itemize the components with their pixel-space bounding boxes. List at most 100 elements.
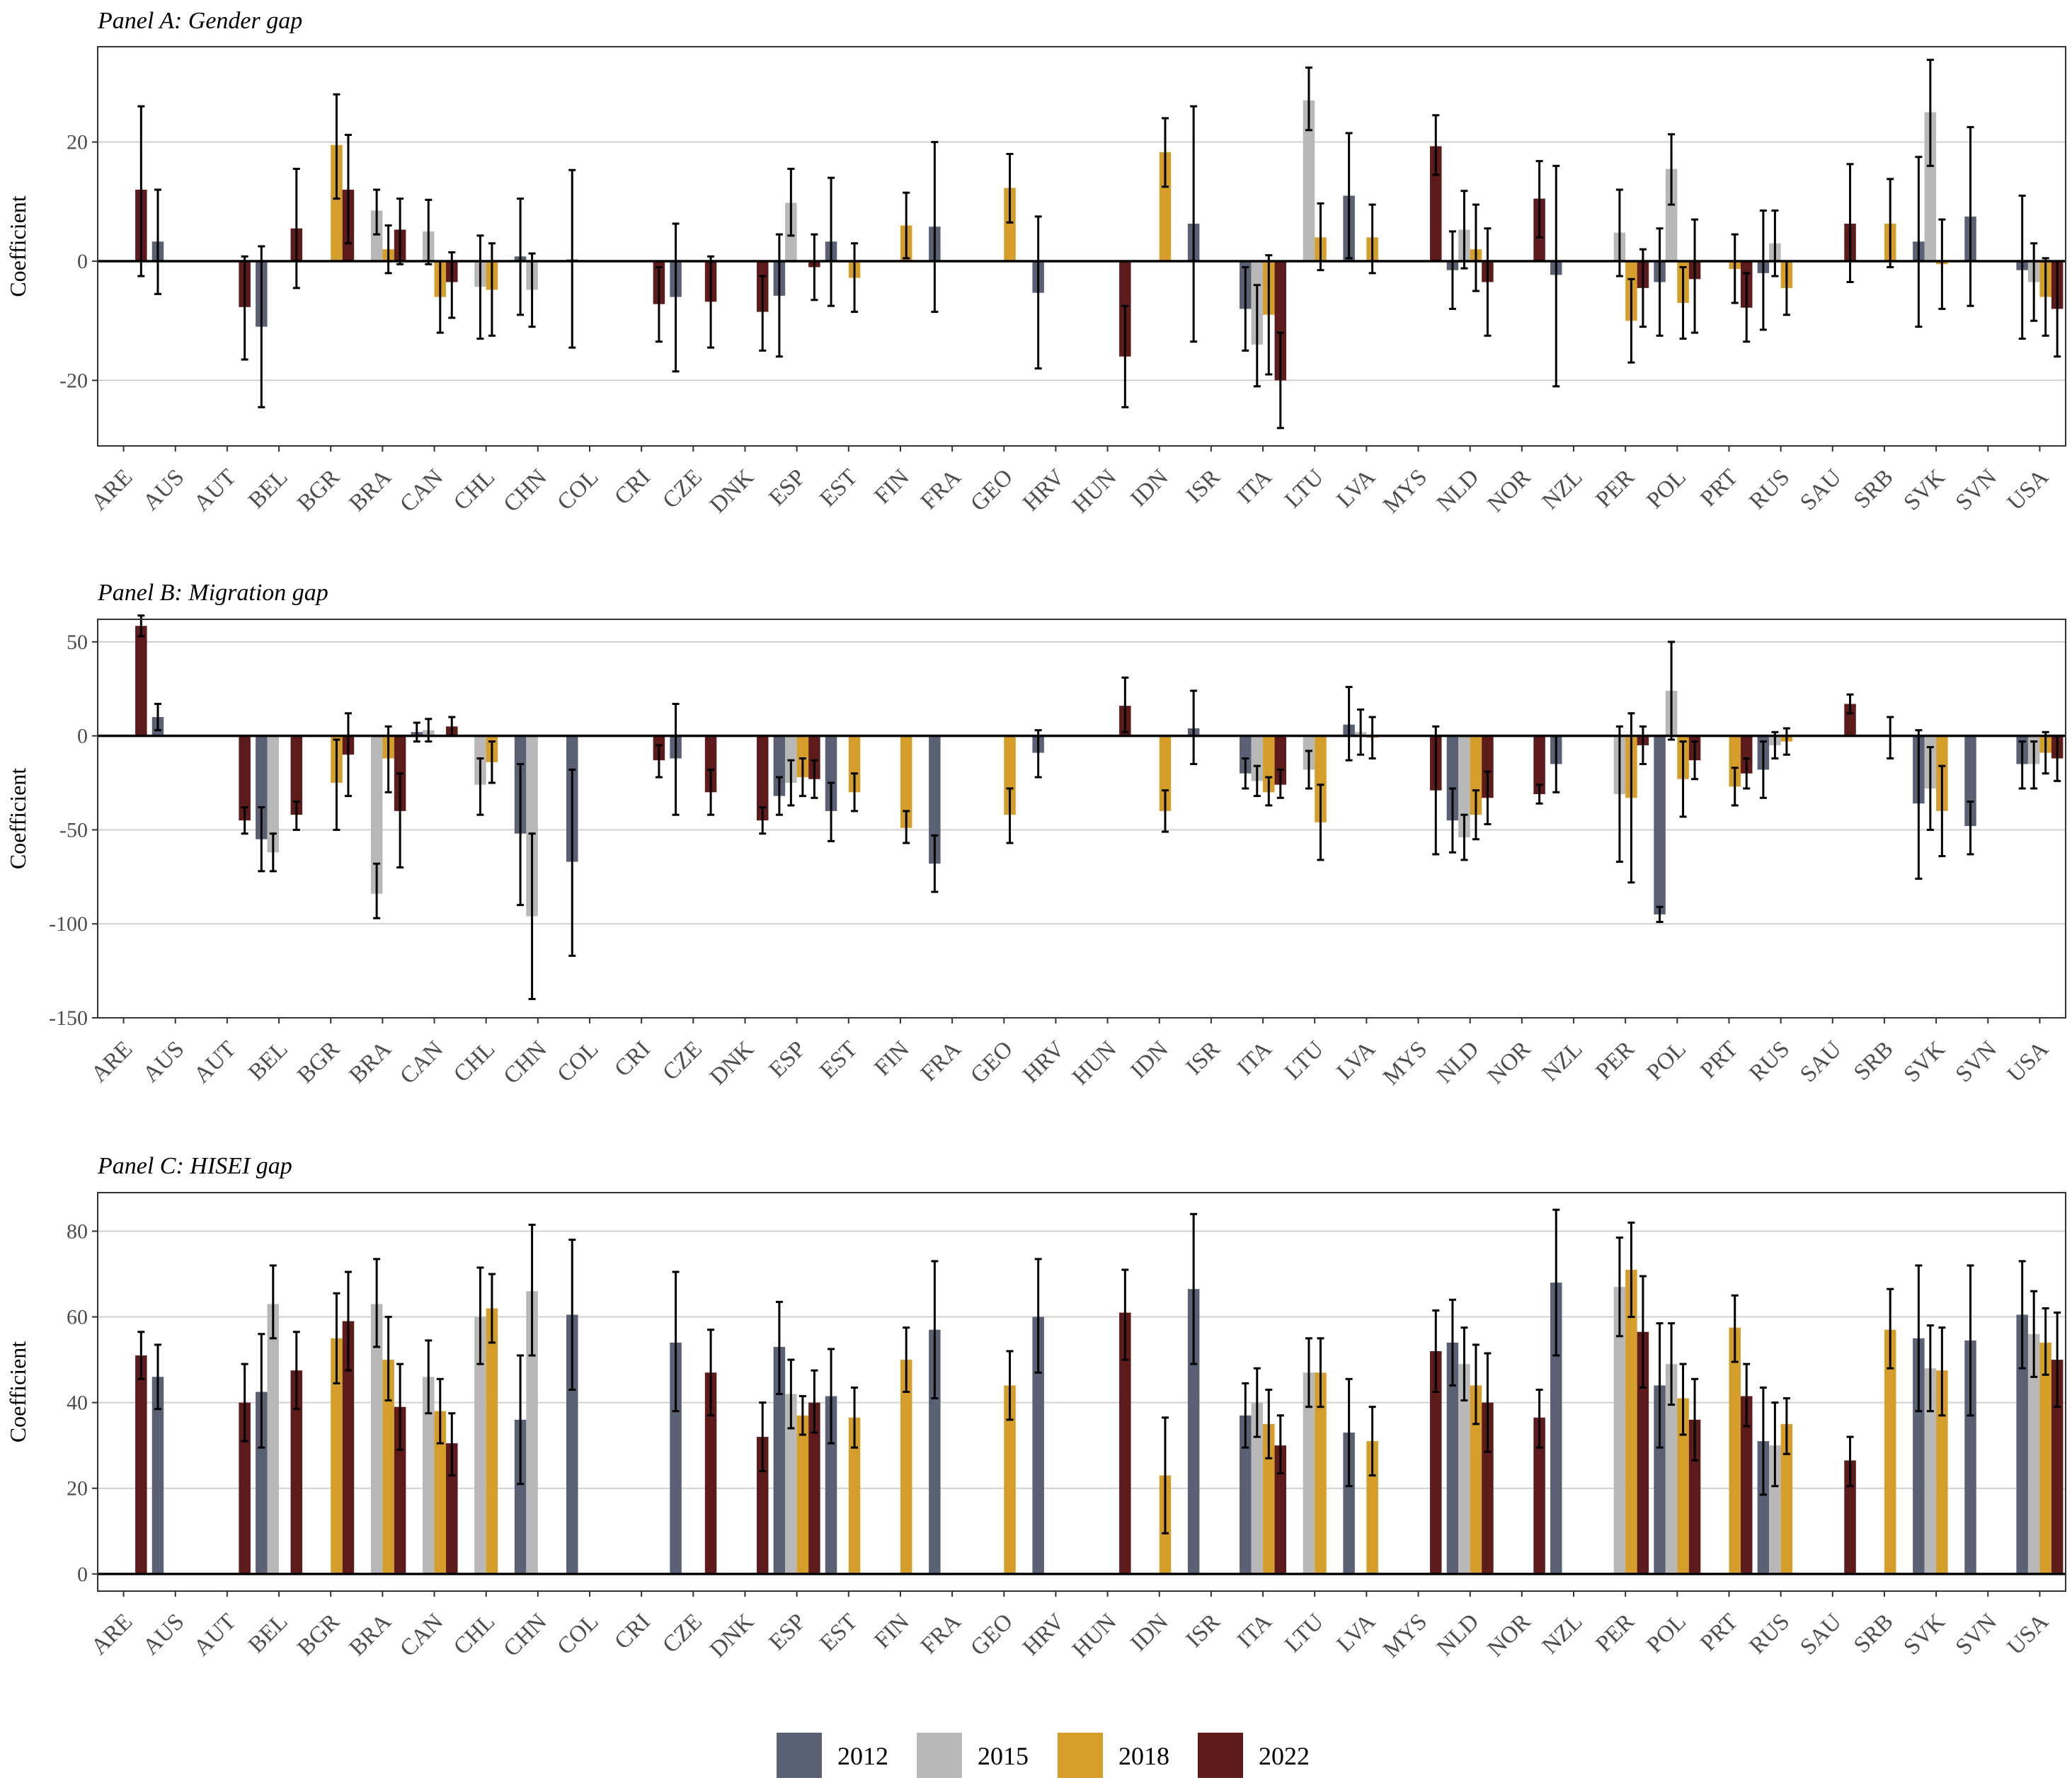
panel-title: Panel A: Gender gap [97, 8, 302, 34]
bar-ITA-2022 [1274, 735, 1287, 785]
legend-label-2015: 2015 [978, 1742, 1029, 1770]
x-tick-label: CHN [499, 1609, 552, 1662]
error-bar-COL-2012 [568, 768, 576, 957]
error-bar-CAN-2015 [425, 1339, 433, 1415]
error-bar-EST-2018 [851, 242, 859, 314]
y-tick-label: 20 [67, 1477, 88, 1501]
error-bar-USA-2012 [2018, 194, 2026, 340]
bar-LTU-2018 [1315, 1372, 1327, 1574]
x-tick-label: ARE [86, 1609, 137, 1660]
x-tick-label: HRV [1018, 464, 1070, 516]
x-tick-label: SAU [1795, 464, 1846, 515]
error-bar-CHL-2015 [476, 234, 484, 340]
error-bar-COL-2012 [568, 168, 576, 349]
x-tick-label: NOR [1483, 1609, 1536, 1662]
x-tick-label: BEL [244, 464, 293, 514]
error-bar-LTU-2018 [1317, 784, 1324, 861]
error-bar-USA-2015 [2030, 740, 2038, 790]
error-bar-CHN-2012 [517, 1354, 525, 1486]
error-bar-NLD-2012 [1448, 787, 1456, 854]
bar-HRV-2012 [1032, 1316, 1044, 1574]
error-bar-SAU-2022 [1846, 693, 1854, 715]
bar-FIN-2018 [900, 1360, 912, 1574]
error-bar-ITA-2018 [1265, 254, 1273, 376]
bar-CZE-2022 [704, 1372, 717, 1574]
error-bar-DNK-2022 [759, 806, 767, 835]
error-bar-USA-2018 [2042, 257, 2049, 337]
bar-POL-2022 [1688, 1419, 1701, 1574]
bar-NOR-2022 [1533, 1417, 1545, 1574]
bar-ITA-2012 [1240, 1415, 1252, 1574]
bar-NLD-2022 [1482, 735, 1494, 798]
error-bar-NOR-2022 [1535, 160, 1543, 239]
x-tick-label: AUS [138, 464, 189, 515]
x-tick-label: RUS [1744, 464, 1795, 515]
error-bar-CZE-2012 [672, 703, 680, 816]
x-tick-label: BRA [345, 1609, 397, 1661]
bar-NLD-2022 [1482, 1402, 1494, 1574]
y-tick-label: 0 [77, 725, 88, 748]
x-tick-label: ISR [1181, 1609, 1225, 1653]
error-bar-SRB-2018 [1887, 178, 1894, 268]
error-bar-POL-2015 [1668, 641, 1676, 741]
error-bar-BRA-2015 [373, 1258, 381, 1348]
error-bar-CZE-2012 [672, 1270, 680, 1413]
error-bar-MYS-2022 [1432, 725, 1440, 856]
x-tick-label: HUN [1068, 464, 1121, 518]
error-bar-IDN-2018 [1161, 1416, 1169, 1534]
error-bar-BEL-2012 [258, 806, 265, 873]
bar-CZE-2012 [670, 1342, 682, 1574]
error-bar-RUS-2012 [1759, 209, 1767, 331]
error-bar-NOR-2022 [1535, 784, 1543, 805]
error-bar-SVK-2015 [1926, 59, 1934, 167]
error-bar-PRT-2022 [1743, 757, 1751, 790]
bar-AUT-2022 [239, 735, 251, 821]
x-tick-label: GEO [966, 1609, 1018, 1660]
x-tick-label: AUT [189, 1036, 241, 1088]
x-tick-label: ARE [86, 464, 137, 515]
error-bar-POL-2018 [1679, 1362, 1687, 1436]
x-tick-label: CRI [609, 1036, 655, 1082]
error-bar-CZE-2022 [707, 768, 715, 816]
legend: 2012 2015 2018 2022 [777, 1733, 1310, 1778]
x-tick-label: ISR [1181, 464, 1225, 508]
x-tick-label: NOR [1483, 464, 1536, 517]
x-tick-label: ESP [765, 464, 811, 511]
bar-POL-2012 [1654, 1385, 1666, 1574]
bar-CAN-2015 [423, 1377, 435, 1574]
x-tick-label: PER [1591, 1036, 1639, 1084]
error-bar-SVK-2012 [1915, 729, 1923, 880]
bar-AUS-2012 [151, 1377, 164, 1574]
x-tick-label: DNK [705, 1609, 759, 1663]
x-tick-label: HUN [1068, 1036, 1121, 1090]
error-bar-SRB-2018 [1887, 1287, 1894, 1370]
bar-BEL-2022 [290, 735, 303, 815]
x-tick-label: HUN [1068, 1609, 1121, 1663]
error-bar-FIN-2018 [903, 191, 910, 260]
error-bar-POL-2018 [1679, 265, 1687, 340]
bar-FIN-2018 [900, 735, 912, 828]
error-bar-IDN-2018 [1161, 789, 1169, 833]
error-bar-ISR-2012 [1190, 105, 1198, 343]
error-bar-ITA-2012 [1242, 1382, 1249, 1449]
bar-ARE-2022 [135, 1355, 147, 1574]
error-bar-BEL-2012 [258, 245, 265, 408]
y-tick-label: 60 [67, 1306, 88, 1329]
error-bar-AUS-2012 [154, 188, 161, 295]
bar-ESP-2012 [773, 1346, 786, 1574]
bar-COL-2012 [566, 1314, 578, 1574]
bar-SVN-2012 [1964, 1340, 1976, 1574]
bar-NLD-2018 [1470, 1385, 1482, 1574]
bar-BRA-2015 [370, 210, 383, 262]
error-bar-CRI-2022 [655, 744, 663, 779]
bar-ESP-2015 [785, 1394, 797, 1574]
x-tick-label: FRA [916, 1609, 966, 1659]
x-tick-label: HRV [1018, 1036, 1070, 1088]
error-bar-CHL-2015 [476, 1266, 484, 1365]
error-bar-LVA-2018 [1368, 1406, 1376, 1477]
error-bar-PRT-2022 [1743, 272, 1751, 343]
legend-swatch-2012 [777, 1733, 822, 1778]
x-tick-label: AUS [138, 1036, 189, 1087]
x-tick-label: CAN [395, 1036, 448, 1089]
